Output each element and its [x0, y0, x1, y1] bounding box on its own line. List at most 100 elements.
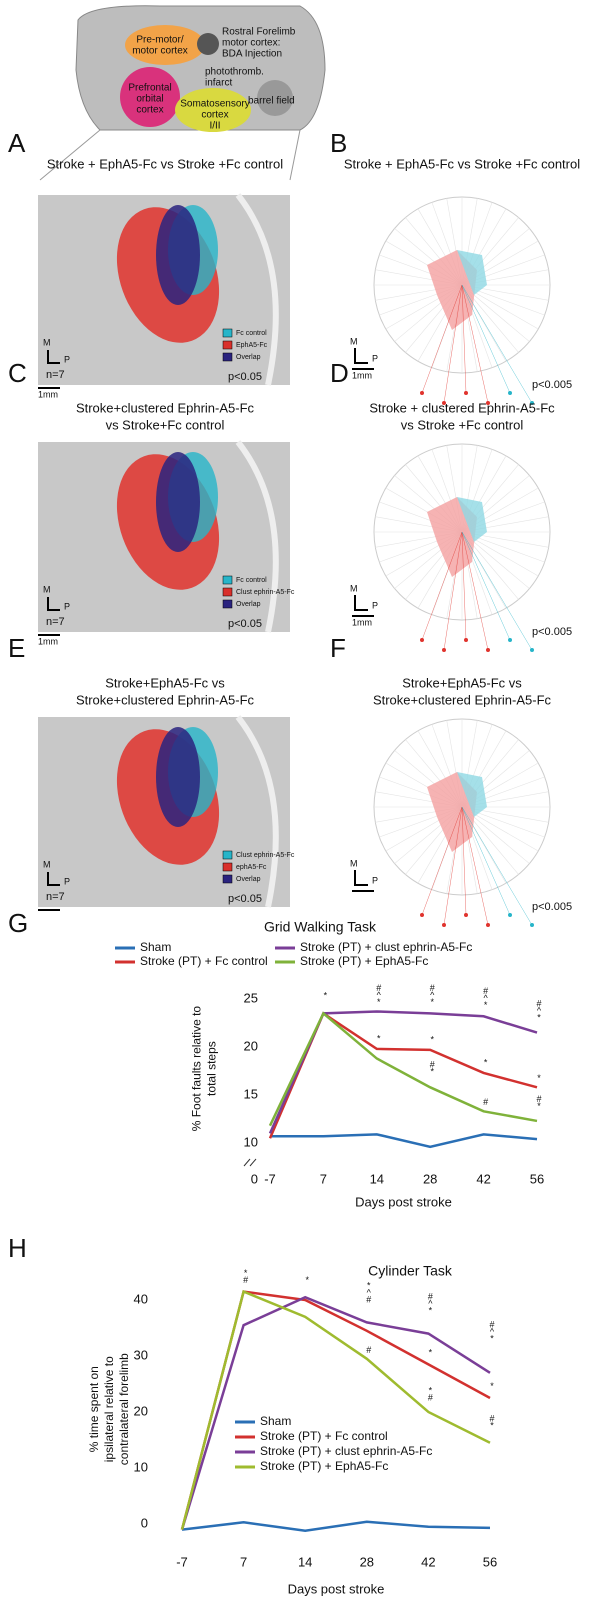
significance-mark: # — [483, 1097, 488, 1107]
significance-mark: * — [430, 1035, 434, 1045]
red-polygon — [427, 772, 477, 852]
significance-mark: # — [430, 983, 435, 993]
legend-label: Fc control — [236, 330, 267, 337]
vector-end — [486, 401, 490, 405]
significance-mark: * — [367, 1280, 371, 1290]
legend-label: Stroke (PT) + Fc control — [140, 954, 268, 968]
axis-break — [243, 1158, 257, 1167]
axis-m: M — [350, 583, 358, 593]
significance-mark: # — [430, 1059, 435, 1069]
legend-label: Stroke (PT) + clust ephrin-A5-Fc — [260, 1444, 432, 1458]
legend-label: Fc control — [236, 577, 267, 584]
scale-label: 1mm — [38, 636, 58, 646]
scale-label: 1mm — [352, 617, 372, 627]
legend-swatch — [222, 340, 233, 350]
significance-mark: * — [244, 1268, 248, 1278]
prefrontal-area — [120, 67, 180, 127]
significance-mark: * — [429, 1306, 433, 1316]
axis-p: P — [64, 354, 70, 364]
significance-mark: * — [537, 1101, 541, 1111]
panel-title: Stroke+EphA5-Fc vs — [402, 675, 522, 690]
brain-edge — [235, 440, 279, 633]
diagram-label: Somatosensory — [180, 99, 249, 110]
axis-m: M — [43, 584, 51, 594]
n-label: n=7 — [46, 891, 65, 903]
legend-label: Sham — [260, 1414, 291, 1428]
panel-letter: H — [8, 1233, 27, 1263]
legend-swatch — [222, 575, 233, 585]
significance-mark: # — [366, 1294, 371, 1304]
axis-p: P — [64, 876, 70, 886]
legend-label: Stroke (PT) + EphA5-Fc — [260, 1459, 388, 1473]
p-label: p<0.005 — [532, 901, 572, 913]
axis-m: M — [350, 858, 358, 868]
y-axis-title: % time spent on ipsilateral relative to co… — [87, 1353, 131, 1465]
vector-end — [486, 648, 490, 652]
significance-mark: ^ — [367, 1287, 372, 1297]
zoom-line — [289, 129, 301, 181]
y-axis-title-line: contralateral forelimb — [117, 1353, 131, 1465]
axis-p: P — [64, 601, 70, 611]
brain-diagram — [39, 5, 326, 181]
vector-end — [464, 391, 468, 395]
significance-mark: * — [430, 1066, 434, 1076]
injection-site — [197, 33, 219, 55]
cyan-polygon — [457, 772, 487, 817]
legend-swatch — [222, 599, 233, 609]
vector-end — [508, 638, 512, 642]
cyan-polygon — [457, 497, 487, 542]
significance-mark: * — [377, 997, 381, 1007]
p-label: p<0.05 — [228, 371, 262, 383]
legend-swatch — [222, 874, 233, 884]
axis-p: P — [372, 600, 378, 610]
legend-swatch — [222, 862, 233, 872]
somatosensory-area — [175, 88, 251, 132]
vector — [461, 284, 533, 404]
orientation — [47, 597, 60, 611]
x-tick-label: 28 — [360, 1554, 374, 1569]
panel-title: vs Stroke +Fc control — [401, 417, 524, 432]
vector — [461, 806, 511, 916]
barrel-field — [257, 80, 293, 116]
panel-title: Stroke+clustered Ephrin-A5-Fc — [76, 400, 255, 415]
vector — [461, 806, 533, 926]
significance-mark: ^ — [483, 993, 488, 1003]
vector — [461, 531, 467, 641]
diagram-label: cortex — [136, 105, 163, 116]
y-axis-title: % Foot faults relative to total steps — [190, 1006, 219, 1132]
vector-end — [420, 913, 424, 917]
diagram-label: orbital — [136, 94, 163, 105]
motor-cortex-area — [125, 25, 205, 65]
vector-end — [530, 923, 534, 927]
legend-label: Clust ephrin-A5-Fc — [236, 852, 295, 859]
legend-label: Sham — [140, 940, 171, 954]
series-line — [180, 1295, 491, 1530]
orientation — [354, 870, 368, 886]
orientation — [354, 595, 368, 611]
scale-label: 1mm — [352, 370, 372, 380]
significance-mark: ^ — [490, 1327, 495, 1337]
axis-p: P — [372, 353, 378, 363]
chart-title: Grid Walking Task — [264, 919, 377, 935]
legend-label: EphA5-Fc — [236, 342, 268, 349]
series-line — [181, 1520, 491, 1532]
vector — [443, 284, 463, 404]
panel-letter: C — [8, 358, 27, 388]
vector-end — [442, 401, 446, 405]
legend-swatch — [222, 587, 233, 597]
panel-letter: D — [330, 358, 349, 388]
significance-mark: * — [429, 1348, 433, 1358]
overlap-map — [156, 205, 200, 305]
diagram-label: infarct — [205, 78, 232, 89]
y-tick-label: 10 — [134, 1459, 148, 1474]
y-axis-title-line: % Foot faults relative to — [190, 1006, 204, 1132]
panel-title: Stroke+clustered Ephrin-A5-Fc — [373, 692, 552, 707]
panel-letter: B — [330, 128, 347, 158]
vector-end — [442, 923, 446, 927]
vector-end — [530, 648, 534, 652]
vector-end — [464, 638, 468, 642]
significance-mark: # — [428, 1392, 433, 1402]
vector-end — [442, 648, 446, 652]
x-tick-label: 7 — [240, 1554, 247, 1569]
legend-swatch — [222, 328, 233, 338]
